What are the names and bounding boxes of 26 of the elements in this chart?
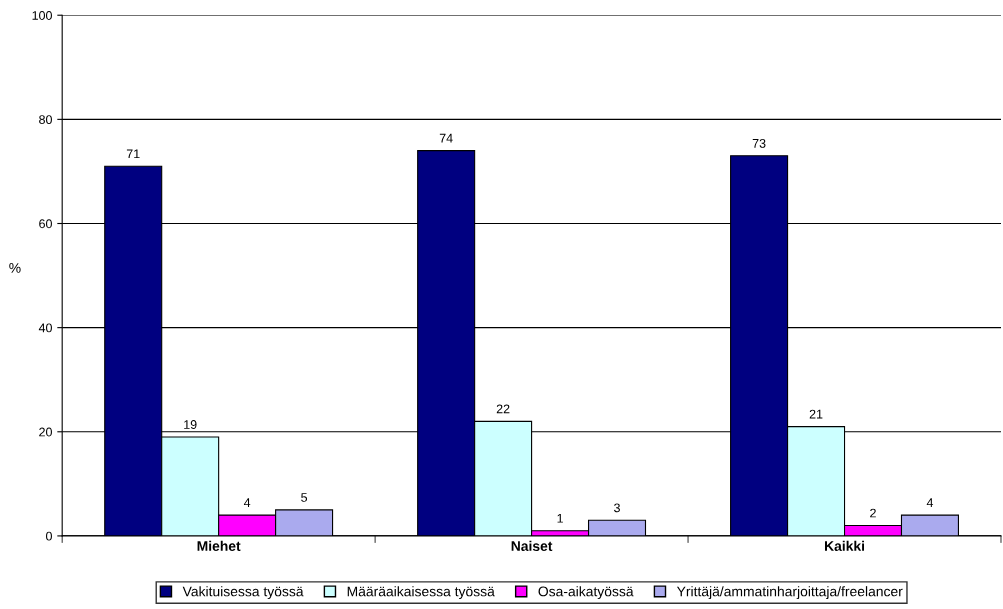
data-label: 4 (243, 498, 251, 507)
y-tick-label: 60 (39, 219, 52, 229)
legend-label: Yrittäjä/ammatinharjoittaja/freelancer (676, 586, 903, 600)
y-axis-title: % (9, 263, 21, 273)
y-tick-label: 20 (39, 427, 52, 437)
legend-label: Määräaikaisessa työssä (347, 586, 495, 600)
legend-label: Vakituisessa työssä (182, 586, 304, 600)
data-label: 5 (301, 493, 308, 502)
y-tick-label: 80 (39, 115, 52, 125)
x-tick-label: Kaikki (825, 540, 864, 551)
data-label: 22 (496, 404, 510, 414)
data-label: 73 (752, 138, 766, 148)
data-label: 21 (809, 409, 823, 419)
data-label: 1 (557, 513, 563, 523)
y-tick-label: 40 (38, 323, 52, 333)
data-label: 74 (439, 133, 453, 143)
data-label: 2 (870, 508, 876, 518)
data-label: 19 (184, 420, 197, 429)
y-tick-label: 100 (32, 11, 52, 20)
y-tick-label: 0 (46, 531, 52, 541)
data-label: 3 (614, 503, 620, 513)
data-label: 4 (926, 498, 934, 507)
x-tick-label: Naiset (511, 540, 553, 551)
x-tick-label: Miehet (197, 540, 241, 551)
data-label: 71 (126, 149, 140, 159)
legend-label: Osa-aikatyössä (538, 586, 634, 600)
